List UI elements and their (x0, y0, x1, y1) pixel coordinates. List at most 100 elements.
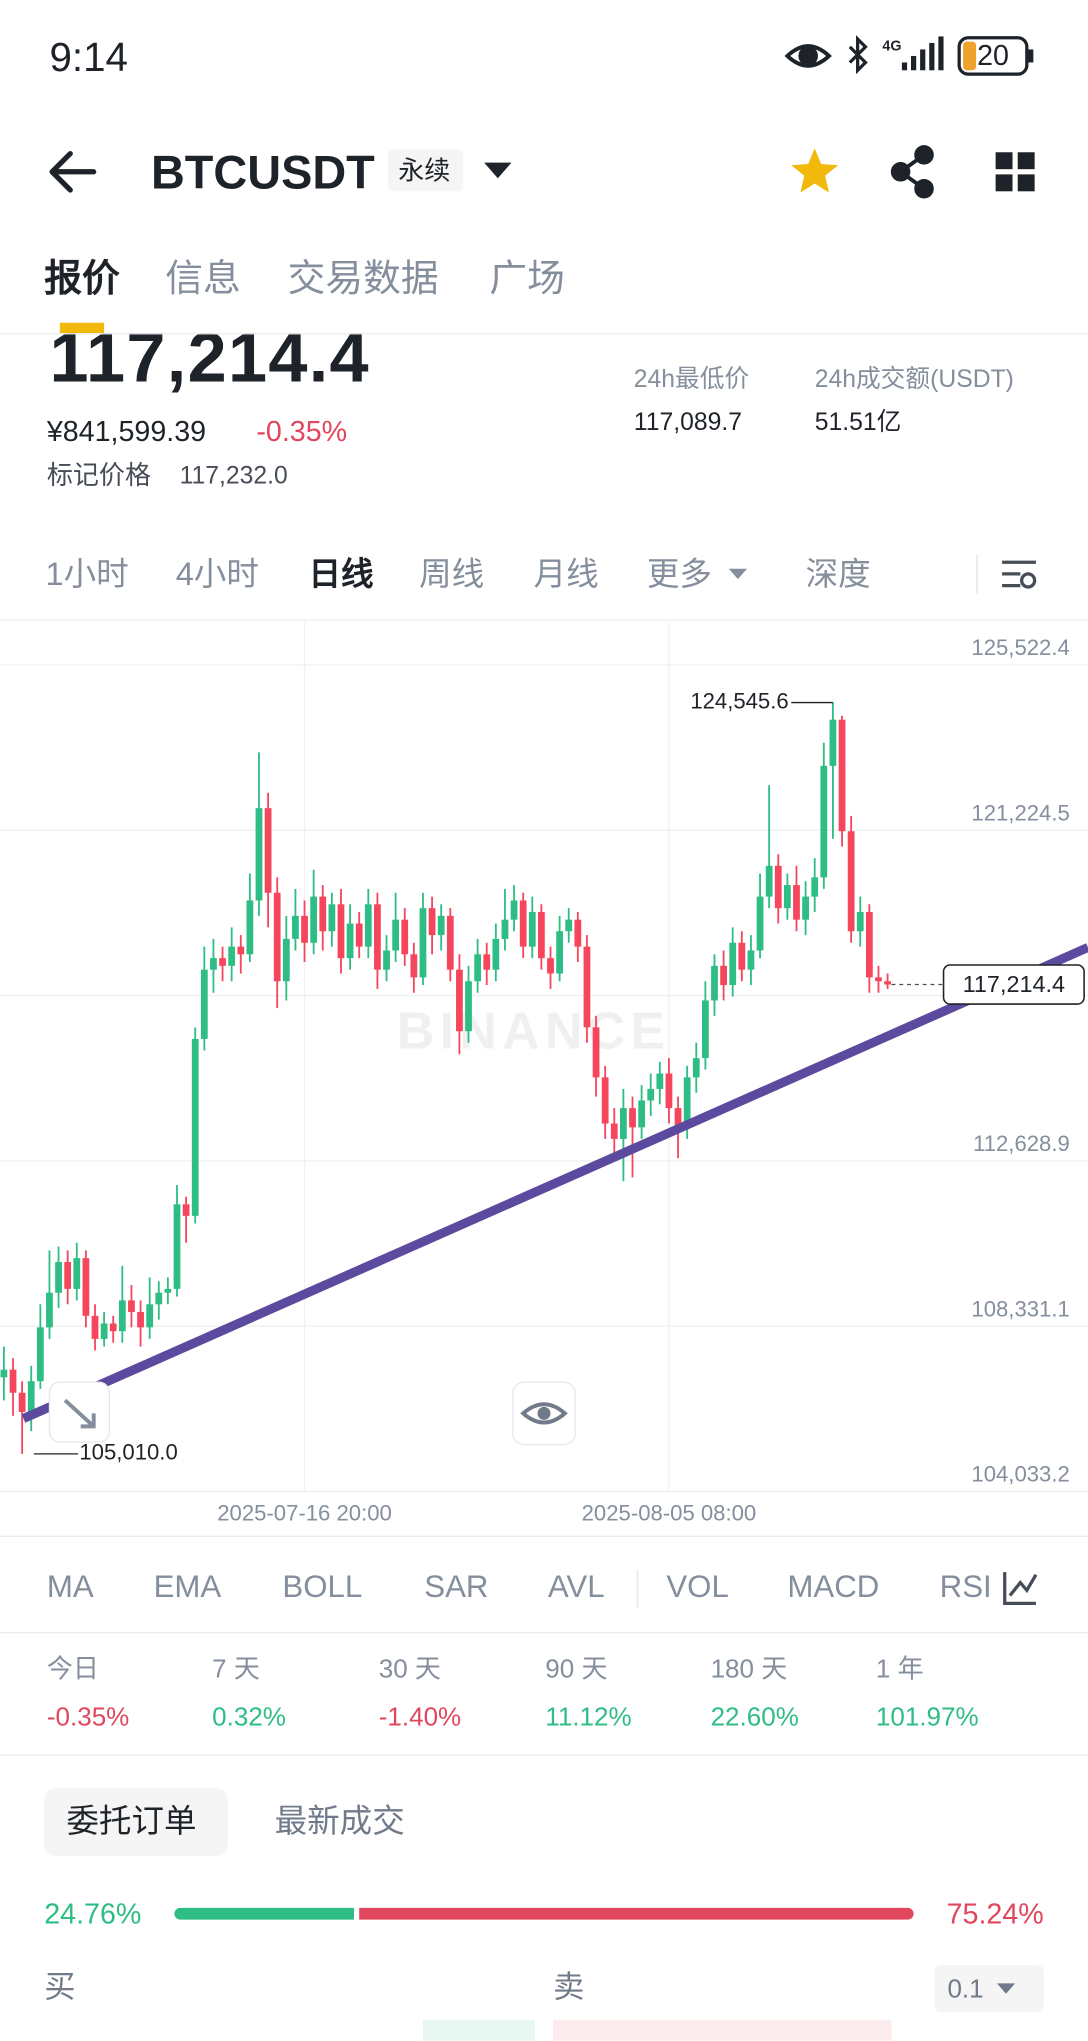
back-button[interactable] (49, 150, 97, 193)
y-tick-label: 112,628.9 (973, 1131, 1070, 1156)
stat-value: 117,089.7 (633, 409, 742, 437)
candle-body (292, 915, 299, 939)
candle-body (565, 919, 573, 932)
candle-body (228, 946, 236, 966)
indicator[interactable]: VOL (666, 1569, 729, 1605)
layout-button[interactable] (995, 152, 1035, 192)
candle-body (64, 1261, 72, 1289)
candle-body (683, 1077, 691, 1128)
candle-body (137, 1311, 144, 1328)
candle-body (774, 865, 782, 909)
tab[interactable]: 广场 (489, 258, 565, 300)
period-change: 0.32% (212, 1703, 286, 1733)
candle-body (838, 719, 846, 832)
candle-body (210, 958, 217, 970)
candle-body (884, 981, 891, 985)
candle-body (647, 1088, 655, 1101)
symbol-dropdown[interactable] (484, 162, 512, 179)
fade (963, 1561, 1016, 1619)
stat-value: 51.51亿 (814, 409, 902, 437)
visibility-button[interactable] (512, 1381, 576, 1446)
candle-body (629, 1108, 636, 1128)
sell-header: 卖 (553, 1970, 585, 2006)
share-button[interactable] (890, 145, 934, 199)
indicator[interactable]: RSI (939, 1569, 992, 1605)
precision-select[interactable] (934, 1965, 1044, 2013)
order-tab[interactable]: 最新成交 (274, 1803, 405, 1840)
chart-settings[interactable] (1002, 560, 1037, 589)
candle-body (483, 954, 491, 970)
candle-body (720, 965, 727, 986)
candle-body (419, 908, 427, 978)
candle-body (847, 831, 855, 932)
candle-body (465, 981, 472, 1032)
trend-line (21, 943, 1088, 1423)
candle-body (82, 1258, 90, 1316)
favorite-star[interactable] (791, 148, 839, 193)
more-dropdown[interactable] (728, 568, 748, 580)
candle-body (9, 1369, 17, 1393)
candle-body (310, 896, 318, 943)
indicator[interactable]: BOLL (282, 1569, 363, 1605)
candle-body (519, 900, 527, 947)
candle-body (665, 1073, 673, 1109)
expand-button[interactable] (48, 1381, 110, 1443)
depth-bar (553, 2019, 892, 2041)
candle-body (556, 931, 564, 974)
interval[interactable]: 更多 (646, 556, 712, 593)
tab[interactable]: 交易数据 (287, 258, 439, 300)
candle-body (510, 900, 518, 920)
candle-body (355, 923, 363, 947)
candle-body (474, 954, 482, 982)
indicator[interactable]: EMA (153, 1569, 222, 1605)
interval[interactable]: 4小时 (175, 556, 259, 593)
candle-body (374, 904, 381, 970)
order-book-decor (422, 1983, 1016, 2041)
candle-body (36, 1327, 44, 1382)
candle-body (865, 911, 873, 978)
candle-body (783, 885, 791, 909)
indicator[interactable]: AVL (547, 1569, 605, 1605)
candle-body (146, 1304, 154, 1328)
order-tab[interactable]: 委托订单 (66, 1803, 197, 1840)
x-tick-label: 2025-07-16 20:00 (217, 1501, 392, 1526)
candle-body (264, 808, 272, 893)
candle-body (738, 942, 746, 970)
interval[interactable]: 月线 (533, 556, 599, 593)
candle-body (747, 950, 755, 970)
indicator-settings[interactable] (1003, 1572, 1038, 1606)
candle-body (765, 865, 773, 897)
indicator[interactable]: MACD (787, 1569, 880, 1605)
status-time: 9:14 (49, 34, 128, 81)
indicator[interactable]: MA (46, 1569, 94, 1605)
candle-body (410, 954, 418, 978)
tab[interactable]: 报价 (44, 258, 120, 300)
period-label: 30 天 (378, 1655, 441, 1685)
interval[interactable]: 周线 (419, 556, 485, 593)
precision-dropdown[interactable] (996, 1983, 1016, 1994)
candle-body (191, 1038, 199, 1216)
candle-body (237, 946, 245, 955)
candle-body (610, 1123, 618, 1139)
candle-body (829, 719, 837, 766)
candle-body (46, 1292, 53, 1328)
interval[interactable]: 深度 (805, 556, 871, 593)
battery-tip (1028, 49, 1034, 63)
candle-body (109, 1323, 117, 1332)
indicator-icons (636, 1561, 1038, 1619)
indicator[interactable]: SAR (424, 1569, 489, 1605)
tab[interactable]: 信息 (165, 258, 241, 300)
candle-body (118, 1300, 126, 1332)
network-label: 4G (882, 39, 901, 55)
interval[interactable]: 1小时 (45, 556, 129, 593)
interval[interactable]: 日线 (308, 556, 374, 593)
period-label: 1 年 (875, 1655, 924, 1685)
y-tick-label: 121,224.5 (971, 801, 1069, 826)
last-price-label: 117,214.4 (963, 971, 1065, 997)
candle-body (246, 900, 254, 955)
candlestick-chart: 104,033.2108,331.1112,628.9116,926.7121,… (0, 622, 1088, 1526)
candle-body (547, 958, 554, 974)
period-label: 今日 (46, 1655, 99, 1685)
period-change: 11.12% (545, 1703, 632, 1733)
candle-body (701, 1000, 709, 1059)
